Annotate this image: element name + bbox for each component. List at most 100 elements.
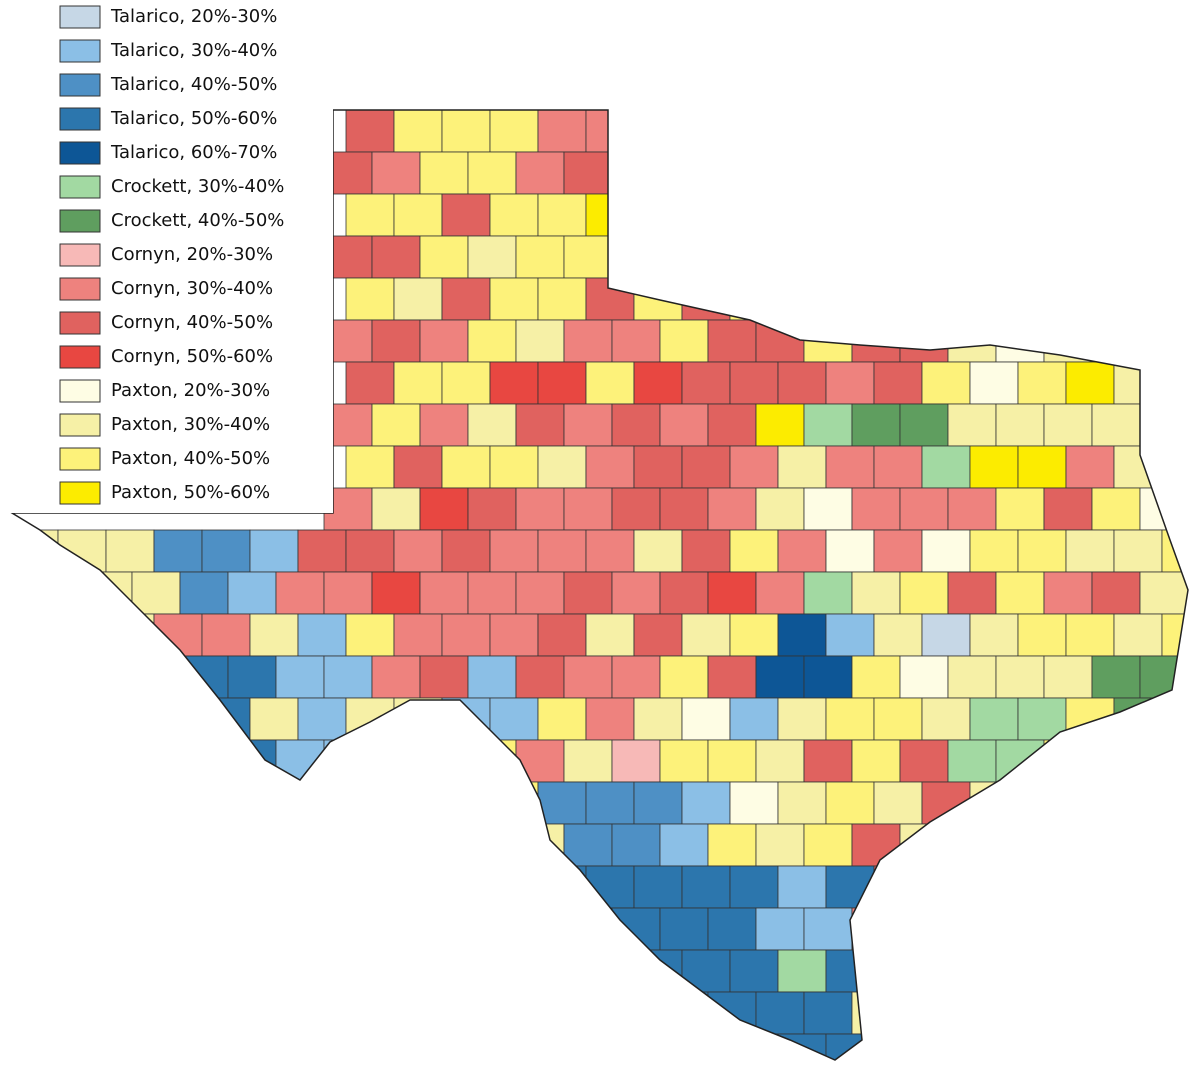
county [825, 949, 875, 993]
county [611, 823, 661, 867]
county [825, 529, 875, 573]
county [899, 823, 949, 867]
county [921, 949, 971, 993]
county [1091, 487, 1141, 531]
county [755, 487, 805, 531]
county [1139, 823, 1188, 867]
county [707, 655, 757, 699]
county [105, 697, 155, 741]
county [371, 907, 421, 951]
county [851, 655, 901, 699]
county [489, 445, 539, 489]
county [707, 907, 757, 951]
county [1113, 110, 1163, 153]
county [1065, 613, 1115, 657]
county [1161, 1033, 1188, 1060]
county [969, 529, 1019, 573]
county [707, 151, 757, 195]
county [1161, 193, 1188, 237]
county [995, 823, 1045, 867]
county [1113, 445, 1163, 489]
county [659, 319, 709, 363]
county [1017, 110, 1067, 153]
county [12, 739, 37, 783]
county [707, 571, 757, 615]
county [969, 277, 1019, 321]
county [57, 613, 107, 657]
county [659, 739, 709, 783]
county [131, 907, 181, 951]
county [1113, 193, 1163, 237]
county [563, 151, 613, 195]
county [467, 403, 517, 447]
county [201, 781, 251, 825]
county [899, 907, 949, 951]
legend-label: Crockett, 30%-40% [111, 176, 284, 197]
county [393, 361, 443, 405]
county [707, 235, 757, 279]
county [1043, 235, 1093, 279]
county [1043, 151, 1093, 195]
county [969, 193, 1019, 237]
county [1017, 529, 1067, 573]
county [515, 823, 565, 867]
county [83, 655, 133, 699]
county [12, 529, 59, 573]
county [921, 277, 971, 321]
county [323, 991, 373, 1035]
county [585, 110, 635, 153]
county [681, 529, 731, 573]
county [201, 697, 251, 741]
county [611, 235, 661, 279]
legend-swatch [59, 175, 101, 199]
county [585, 445, 635, 489]
county [873, 613, 923, 657]
county [467, 907, 517, 951]
county [153, 529, 203, 573]
county [995, 487, 1045, 531]
county [227, 739, 277, 783]
county [57, 781, 107, 825]
county [729, 1033, 779, 1060]
county [419, 487, 469, 531]
county [995, 319, 1045, 363]
county [969, 865, 1019, 909]
county [633, 697, 683, 741]
county [345, 110, 395, 153]
county [873, 445, 923, 489]
legend-swatch [59, 209, 101, 233]
county [227, 823, 277, 867]
county [969, 361, 1019, 405]
county [489, 193, 539, 237]
county [515, 571, 565, 615]
county [777, 277, 827, 321]
county [393, 781, 443, 825]
county [371, 991, 421, 1035]
county [441, 1033, 491, 1060]
county [803, 991, 853, 1035]
county [131, 655, 181, 699]
county [729, 949, 779, 993]
county [537, 277, 587, 321]
county [35, 739, 85, 783]
county [1139, 739, 1188, 783]
county [611, 319, 661, 363]
county [12, 1033, 59, 1060]
county [899, 319, 949, 363]
county [633, 361, 683, 405]
county [105, 949, 155, 993]
county [921, 193, 971, 237]
county [969, 697, 1019, 741]
county [873, 949, 923, 993]
county [851, 235, 901, 279]
county [1187, 655, 1188, 699]
county [611, 151, 661, 195]
county [515, 739, 565, 783]
county [419, 319, 469, 363]
county [249, 529, 299, 573]
county [851, 151, 901, 195]
county [345, 193, 395, 237]
county [851, 487, 901, 531]
county [323, 907, 373, 951]
county [659, 235, 709, 279]
